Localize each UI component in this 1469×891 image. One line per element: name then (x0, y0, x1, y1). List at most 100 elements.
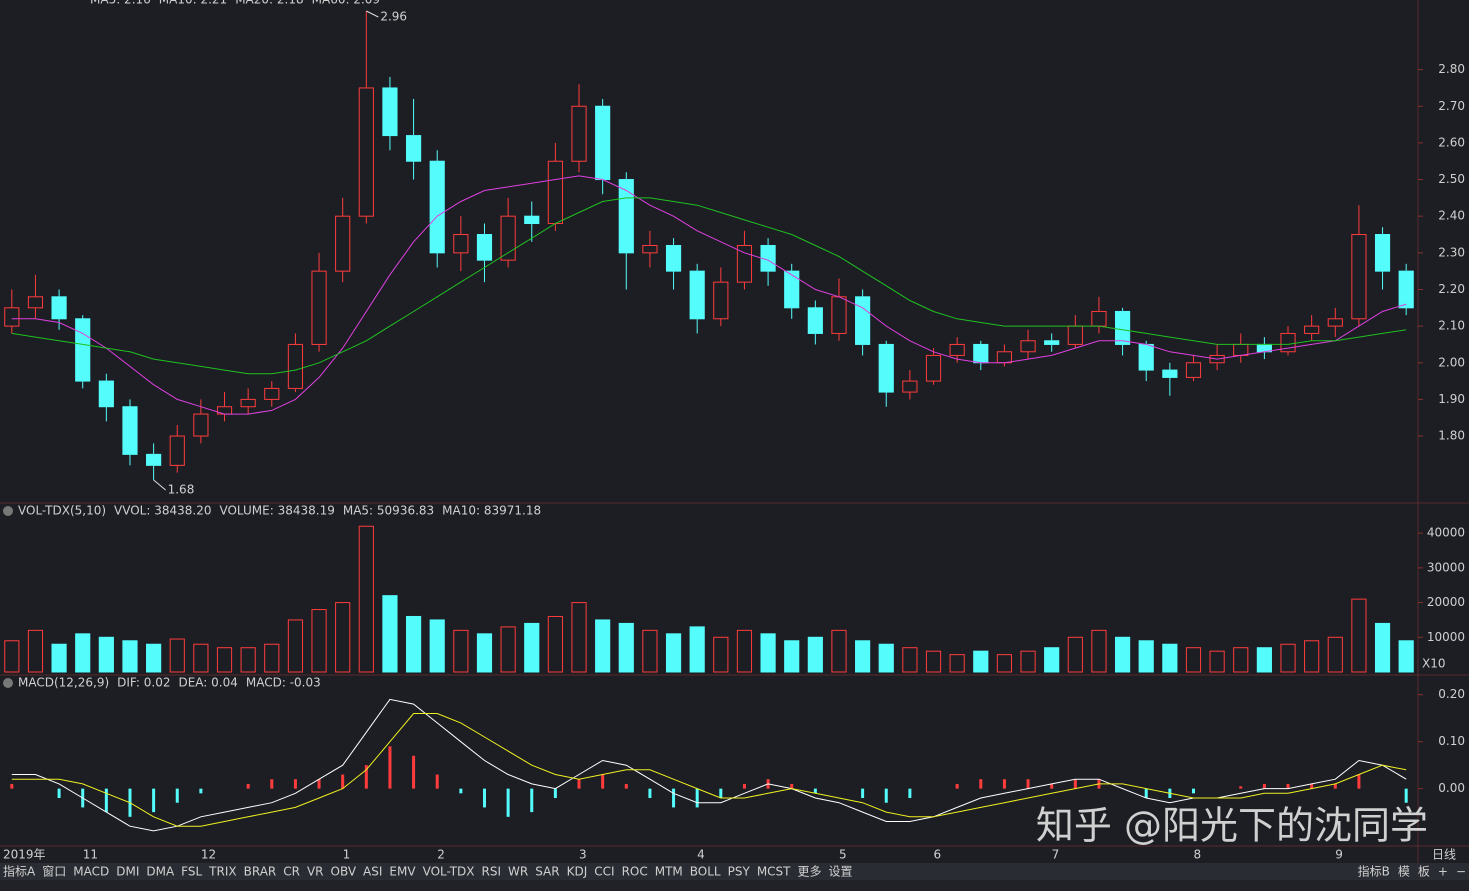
toolbar-button[interactable]: BRAR (244, 865, 277, 879)
volume-bar (618, 622, 634, 673)
volume-bar (665, 633, 682, 673)
toolbar-button[interactable]: PSY (728, 865, 751, 879)
volume-bar (98, 636, 114, 673)
toolbar-button[interactable]: BOLL (690, 865, 721, 879)
candle-body (1138, 343, 1154, 371)
volume-bar (595, 619, 611, 673)
volume-bar (193, 643, 209, 673)
toolbar-button[interactable]: VOL-TDX (423, 865, 475, 879)
x-tick-label: 5 (839, 848, 847, 862)
legend-entry: MA10: 2.21 (159, 0, 227, 7)
toolbar-button[interactable]: + (1438, 865, 1448, 879)
toolbar-button[interactable]: CR (283, 865, 300, 879)
toolbar-button[interactable]: DMA (146, 865, 175, 879)
candle-body (996, 351, 1013, 364)
candle-body (642, 245, 658, 254)
toolbar-button[interactable]: TRIX (208, 865, 236, 879)
candle-body (855, 296, 871, 345)
candle-body (335, 215, 351, 272)
x-tick-label: 2 (437, 848, 445, 862)
candle-body (169, 435, 185, 466)
candle-body (878, 343, 894, 393)
candle-body (902, 380, 918, 393)
line (11, 197, 1407, 375)
volume-bar (807, 636, 823, 673)
volume-bar (831, 629, 847, 673)
toolbar-button[interactable]: FSL (181, 865, 202, 879)
toolbar-button[interactable]: 窗口 (42, 865, 66, 879)
y-tick-label: 30000 (1427, 560, 1465, 574)
volume-bar (382, 595, 398, 673)
volume-bar (335, 602, 351, 673)
volume-bar (1091, 629, 1107, 673)
volume-bar (1398, 640, 1414, 673)
volume-bar (453, 629, 469, 673)
toolbar-button[interactable]: SAR (535, 865, 559, 879)
candle-body (1304, 325, 1320, 334)
candle-body (453, 234, 469, 254)
candle-body (1374, 234, 1391, 272)
volume-bar (216, 647, 233, 673)
toolbar-button[interactable]: 模 (1398, 865, 1410, 879)
toolbar-button[interactable]: MACD (73, 865, 109, 879)
toolbar-button[interactable]: 指标A (3, 864, 36, 879)
toolbar-button[interactable]: 更多 (798, 865, 822, 879)
line (11, 698, 1407, 832)
volume-bar (855, 640, 871, 673)
volume-bar (264, 643, 280, 673)
candle-body (287, 343, 304, 389)
volume-bar (1020, 650, 1036, 673)
volume-bar (1233, 647, 1249, 673)
x-tick-label: 7 (1052, 848, 1060, 862)
toolbar-button[interactable]: KDJ (567, 865, 588, 879)
panel-icon (3, 678, 13, 688)
candle-body (1044, 340, 1060, 345)
toolbar-button[interactable]: MCST (757, 865, 791, 879)
volume-bar (547, 615, 563, 673)
volume-bar (1304, 640, 1320, 673)
volume-bar (973, 650, 989, 673)
toolbar-button[interactable]: 指标B (1358, 864, 1390, 879)
candle-body (949, 343, 965, 356)
volume-bar (1351, 598, 1367, 673)
toolbar-button[interactable]: MTM (655, 865, 683, 879)
volume-bar (75, 633, 91, 673)
toolbar-button[interactable]: EMV (389, 865, 416, 879)
candle-body (51, 296, 67, 320)
y-tick-label: 2.80 (1438, 62, 1465, 76)
y-tick-label: 10000 (1427, 630, 1465, 644)
x-tick-label: 2019年 (3, 848, 46, 862)
y-tick-label: 1.90 (1438, 392, 1465, 406)
y-tick-label: 20000 (1427, 595, 1465, 609)
max-annotation: 2.96 (380, 9, 407, 23)
max-pointer (366, 10, 379, 18)
toolbar-button[interactable]: 设置 (829, 865, 853, 879)
x-tick-label: 8 (1193, 848, 1201, 862)
y-tick-label: 2.30 (1438, 245, 1465, 259)
y-tick-label: 2.40 (1438, 209, 1465, 223)
volume-bar (51, 643, 67, 673)
volume-bar (925, 650, 942, 673)
y-tick-label: 0.00 (1438, 781, 1465, 795)
min-pointer (153, 479, 166, 491)
toolbar-button[interactable]: CCI (594, 865, 614, 879)
toolbar-button[interactable]: DMI (116, 865, 139, 879)
toolbar-button[interactable]: ASI (363, 865, 382, 879)
x-tick-label: 9 (1335, 848, 1343, 862)
volume-bar (1067, 636, 1083, 673)
toolbar-button[interactable]: WR (508, 865, 528, 879)
toolbar-button[interactable]: 板 (1418, 865, 1430, 879)
candle-body (595, 105, 611, 181)
toolbar-button[interactable]: RSI (482, 865, 502, 879)
toolbar-button[interactable]: OBV (331, 865, 357, 879)
toolbar-button[interactable]: ROC (622, 865, 648, 879)
candle-body (382, 87, 398, 137)
candle-body (1162, 369, 1178, 378)
volume-bar (689, 626, 705, 673)
y-tick-label: 2.10 (1438, 319, 1465, 333)
candle-body (713, 281, 729, 320)
toolbar-button[interactable]: − (1456, 865, 1466, 879)
toolbar-button[interactable]: VR (307, 865, 324, 879)
